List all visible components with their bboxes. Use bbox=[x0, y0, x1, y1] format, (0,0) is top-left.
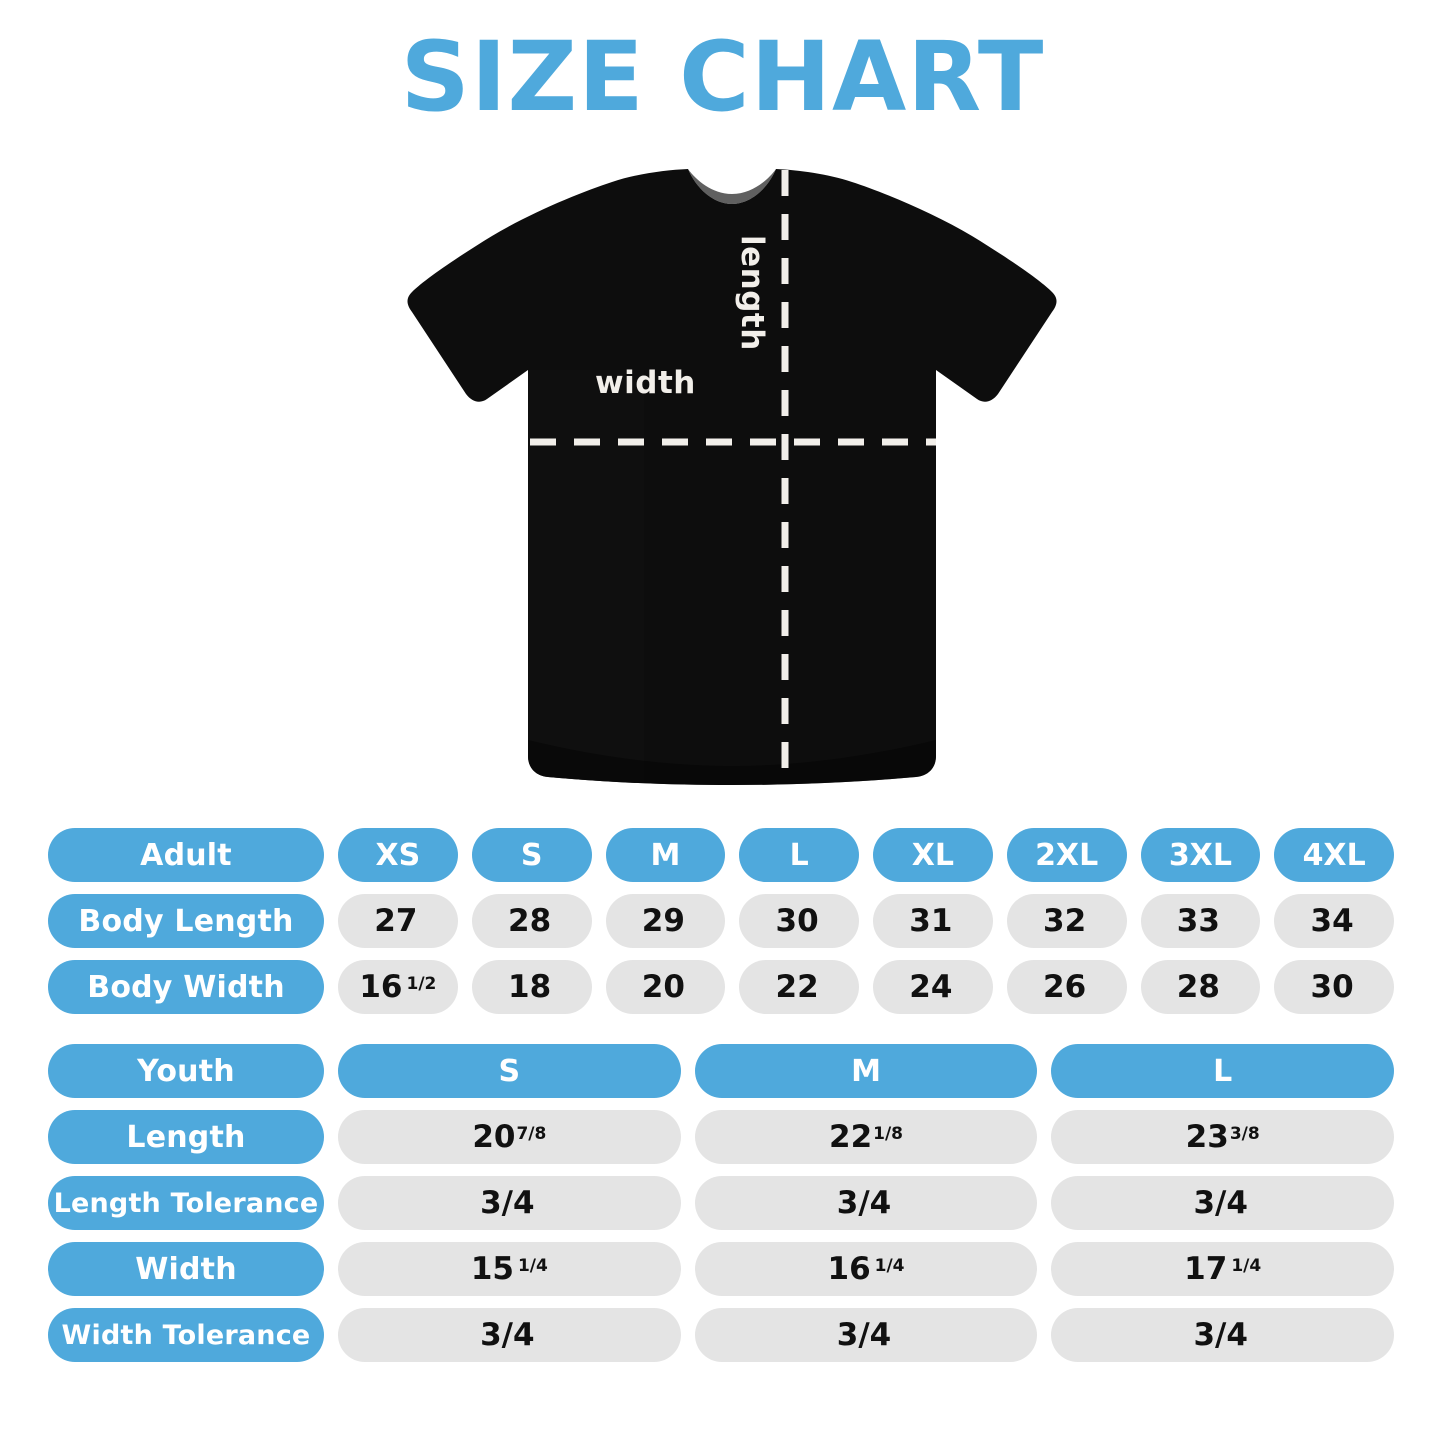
table-cell: 26 bbox=[1006, 960, 1127, 1014]
table-cell: 20 bbox=[605, 960, 726, 1014]
cell-value: 31 bbox=[909, 902, 953, 939]
table-row: Body Width 16 1/2 18 20 22 24 26 28 bbox=[48, 960, 1394, 1014]
adult-size-header-3xl[interactable]: 3XL bbox=[1140, 828, 1261, 882]
cell-value: 34 bbox=[1310, 902, 1354, 939]
table-cell: 27 bbox=[338, 894, 458, 948]
youth-row-label-width: Width bbox=[48, 1242, 324, 1296]
cell-value: 22 bbox=[829, 1118, 873, 1155]
table-cell: 33 bbox=[1140, 894, 1261, 948]
cell-value: 3/4 bbox=[1193, 1316, 1248, 1353]
cell-value: 28 bbox=[508, 902, 552, 939]
cell-value: 16 bbox=[827, 1250, 871, 1287]
cell-value: 20 bbox=[641, 968, 685, 1005]
table-row: Length Tolerance 3/4 3/4 3/4 bbox=[48, 1176, 1395, 1230]
cell-value: 30 bbox=[1310, 968, 1354, 1005]
length-label: length bbox=[734, 235, 770, 351]
cell-value: 29 bbox=[641, 902, 685, 939]
tshirt-illustration: width length bbox=[380, 160, 1080, 810]
table-cell: 3/4 bbox=[338, 1176, 681, 1230]
width-label: width bbox=[595, 365, 696, 401]
cell-value: 3/4 bbox=[836, 1316, 892, 1353]
table-cell: 31 bbox=[873, 894, 993, 948]
table-cell: 3/4 bbox=[1051, 1308, 1395, 1362]
cell-value: 17 bbox=[1184, 1250, 1228, 1287]
table-row: Width Tolerance 3/4 3/4 3/4 bbox=[48, 1308, 1395, 1362]
adult-size-header-4xl[interactable]: 4XL bbox=[1274, 828, 1394, 882]
cell-value: 23 bbox=[1185, 1118, 1229, 1155]
table-row: Body Length 27 28 29 30 31 32 33 bbox=[48, 894, 1394, 948]
youth-size-header-l[interactable]: L bbox=[1051, 1044, 1395, 1098]
adult-size-table: Adult XS S M L XL 2XL 3XL 4XL Body Lengt… bbox=[48, 828, 1394, 1014]
cell-value: 32 bbox=[1043, 902, 1087, 939]
youth-header-row: Youth S M L bbox=[48, 1044, 1395, 1098]
youth-row-header: Youth bbox=[48, 1044, 324, 1098]
table-cell: 22 bbox=[739, 960, 859, 1014]
adult-size-header-m[interactable]: M bbox=[605, 828, 726, 882]
table-cell: 24 bbox=[873, 960, 993, 1014]
table-cell: 3/4 bbox=[1051, 1176, 1395, 1230]
cell-value: 3/4 bbox=[480, 1184, 535, 1221]
table-cell: 28 bbox=[1140, 960, 1261, 1014]
cell-fraction: 3/8 bbox=[1229, 1123, 1260, 1144]
table-cell: 32 bbox=[1006, 894, 1127, 948]
cell-value: 28 bbox=[1176, 968, 1220, 1005]
youth-size-header-m[interactable]: M bbox=[694, 1044, 1038, 1098]
cell-fraction: 7/8 bbox=[516, 1123, 547, 1144]
youth-row-label-length: Length bbox=[48, 1110, 324, 1164]
table-row: Length 20 7/8 22 1/8 23 3/8 bbox=[48, 1110, 1395, 1164]
youth-size-header-s[interactable]: S bbox=[338, 1044, 681, 1098]
adult-row-header: Adult bbox=[48, 828, 324, 882]
table-cell: 15 1/4 bbox=[338, 1242, 681, 1296]
cell-fraction: 1/2 bbox=[406, 973, 437, 994]
youth-row-label-length-tolerance: Length Tolerance bbox=[48, 1176, 324, 1230]
adult-row-label-body-length: Body Length bbox=[48, 894, 324, 948]
cell-value: 24 bbox=[909, 968, 953, 1005]
adult-size-header-xs[interactable]: XS bbox=[338, 828, 458, 882]
table-cell: 20 7/8 bbox=[338, 1110, 681, 1164]
cell-fraction: 1/4 bbox=[1231, 1255, 1262, 1276]
table-cell: 30 bbox=[1274, 960, 1394, 1014]
table-cell: 29 bbox=[605, 894, 726, 948]
adult-row-label-body-width: Body Width bbox=[48, 960, 324, 1014]
cell-fraction: 1/4 bbox=[517, 1255, 548, 1276]
cell-value: 30 bbox=[775, 902, 819, 939]
cell-value: 33 bbox=[1176, 902, 1220, 939]
cell-value: 16 bbox=[359, 968, 403, 1005]
page-title: SIZE CHART bbox=[400, 21, 1045, 133]
cell-value: 3/4 bbox=[1193, 1184, 1248, 1221]
adult-size-header-s[interactable]: S bbox=[471, 828, 592, 882]
table-cell: 22 1/8 bbox=[694, 1110, 1038, 1164]
adult-size-header-2xl[interactable]: 2XL bbox=[1006, 828, 1127, 882]
tshirt-icon bbox=[407, 169, 1057, 785]
youth-size-table: Youth S M L Length 20 7/8 22 1/8 23 3/8 Len… bbox=[48, 1044, 1395, 1362]
cell-value: 18 bbox=[508, 968, 552, 1005]
adult-header-row: Adult XS S M L XL 2XL 3XL 4XL bbox=[48, 828, 1394, 882]
table-cell: 18 bbox=[471, 960, 592, 1014]
table-cell: 3/4 bbox=[338, 1308, 681, 1362]
cell-value: 20 bbox=[472, 1118, 516, 1155]
cell-value: 22 bbox=[775, 968, 819, 1005]
table-cell: 34 bbox=[1274, 894, 1394, 948]
table-cell: 30 bbox=[739, 894, 859, 948]
youth-row-label-width-tolerance: Width Tolerance bbox=[48, 1308, 324, 1362]
adult-size-header-xl[interactable]: XL bbox=[873, 828, 993, 882]
table-cell: 23 3/8 bbox=[1051, 1110, 1395, 1164]
cell-value: 3/4 bbox=[480, 1316, 535, 1353]
cell-value: 26 bbox=[1043, 968, 1087, 1005]
adult-size-header-l[interactable]: L bbox=[739, 828, 859, 882]
table-cell: 3/4 bbox=[694, 1176, 1038, 1230]
cell-value: 3/4 bbox=[836, 1184, 892, 1221]
cell-fraction: 1/8 bbox=[873, 1123, 904, 1144]
table-cell: 16 1/2 bbox=[338, 960, 458, 1014]
table-cell: 28 bbox=[471, 894, 592, 948]
table-cell: 17 1/4 bbox=[1051, 1242, 1395, 1296]
cell-fraction: 1/4 bbox=[874, 1255, 905, 1276]
cell-value: 27 bbox=[374, 902, 418, 939]
table-cell: 16 1/4 bbox=[694, 1242, 1038, 1296]
table-cell: 3/4 bbox=[694, 1308, 1038, 1362]
cell-value: 15 bbox=[470, 1250, 514, 1287]
table-row: Width 15 1/4 16 1/4 17 1/4 bbox=[48, 1242, 1395, 1296]
